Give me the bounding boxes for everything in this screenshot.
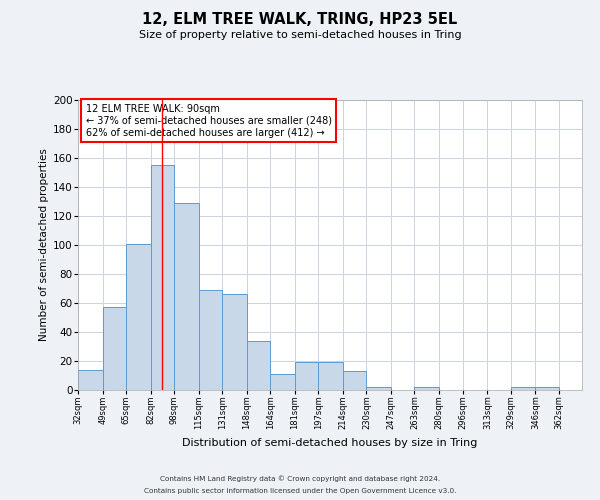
- Bar: [222, 294, 247, 390]
- Text: Contains public sector information licensed under the Open Government Licence v3: Contains public sector information licen…: [144, 488, 456, 494]
- Text: Distribution of semi-detached houses by size in Tring: Distribution of semi-detached houses by …: [182, 438, 478, 448]
- Bar: [199, 290, 222, 390]
- Bar: [343, 371, 367, 390]
- Bar: [78, 370, 103, 390]
- Text: Contains HM Land Registry data © Crown copyright and database right 2024.: Contains HM Land Registry data © Crown c…: [160, 476, 440, 482]
- Bar: [151, 165, 174, 390]
- Y-axis label: Number of semi-detached properties: Number of semi-detached properties: [38, 148, 49, 342]
- Bar: [319, 362, 343, 390]
- Bar: [103, 308, 126, 390]
- Bar: [126, 244, 151, 390]
- Text: 12 ELM TREE WALK: 90sqm
← 37% of semi-detached houses are smaller (248)
62% of s: 12 ELM TREE WALK: 90sqm ← 37% of semi-de…: [86, 104, 332, 138]
- Bar: [174, 203, 199, 390]
- Text: Size of property relative to semi-detached houses in Tring: Size of property relative to semi-detach…: [139, 30, 461, 40]
- Bar: [535, 387, 559, 390]
- Bar: [247, 340, 270, 390]
- Bar: [367, 387, 391, 390]
- Bar: [511, 387, 535, 390]
- Text: 12, ELM TREE WALK, TRING, HP23 5EL: 12, ELM TREE WALK, TRING, HP23 5EL: [142, 12, 458, 28]
- Bar: [270, 374, 295, 390]
- Bar: [295, 362, 319, 390]
- Bar: [415, 387, 439, 390]
